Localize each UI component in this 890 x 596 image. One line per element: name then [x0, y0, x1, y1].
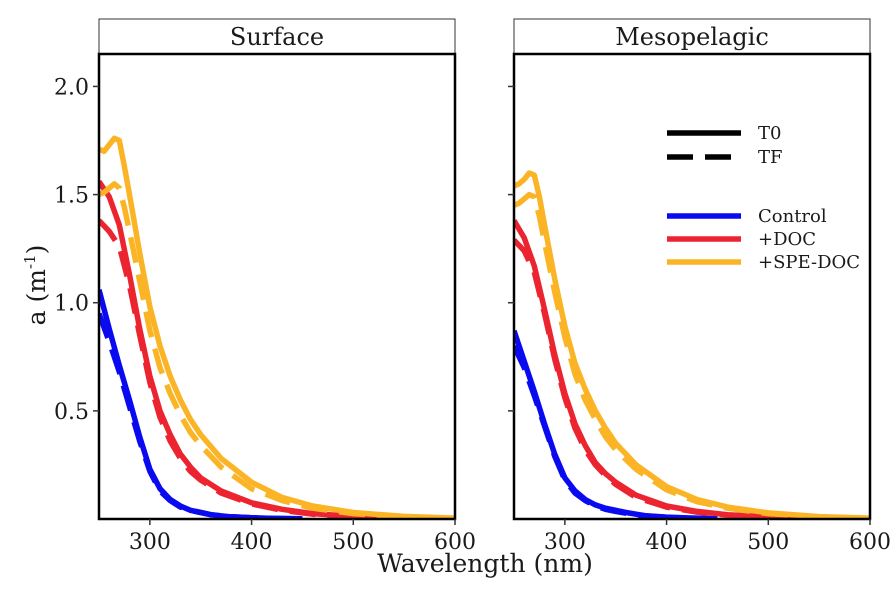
x-tick-label-surface-400: 400	[231, 530, 273, 555]
x-tick-label-mesopelagic-400: 400	[646, 530, 688, 555]
y-tick-label-1: 1.0	[54, 292, 89, 317]
series-mesopelagic-control-tf	[514, 344, 718, 519]
panel-title-surface: Surface	[230, 23, 324, 51]
x-tick-label-surface-300: 300	[129, 530, 171, 555]
y-tick-label-2: 1.5	[54, 184, 89, 209]
series-surface-control-tf	[99, 312, 303, 519]
series-group-mesopelagic	[514, 170, 870, 519]
series-surface-spe-doc-tf	[99, 181, 455, 519]
x-tick-label-surface-600: 600	[434, 530, 476, 555]
y-axis-title: a (m-1)	[21, 245, 51, 326]
series-mesopelagic-spe-doc-tf	[514, 191, 870, 519]
y-axis-title-close: )	[22, 245, 51, 255]
panel-mesopelagic: Mesopelagic 300 400 500 600	[508, 18, 890, 555]
series-mesopelagic-spe-doc-t0	[514, 170, 870, 519]
x-tick-label-surface-500: 500	[332, 530, 374, 555]
y-tick-label-0: 0.5	[54, 400, 89, 425]
series-surface-spe-doc-t0	[99, 135, 455, 519]
panel-surface: Surface 300 400 500 600 0.5 1.0 1.5 2.0	[54, 18, 476, 555]
panel-strip-mesopelagic	[513, 18, 871, 55]
panels-layer: Surface 300 400 500 600 0.5 1.0 1.5 2.0 Mesopelag…	[54, 18, 890, 555]
panel-title-mesopelagic: Mesopelagic	[615, 23, 769, 51]
panel-border-surface	[97, 52, 457, 521]
x-axis-title: Wavelength (nm)	[377, 549, 593, 578]
legend-label-tf: TF	[758, 147, 783, 168]
legend: T0 TF Control+DOC+SPE-DOC	[667, 123, 860, 273]
x-tick-label-mesopelagic-600: 600	[849, 530, 890, 555]
panel-strip-surface	[98, 18, 456, 55]
legend-label-doc: +DOC	[758, 229, 816, 250]
series-surface-doc-tf	[99, 218, 405, 519]
x-tick-label-mesopelagic-500: 500	[747, 530, 789, 555]
y-axis-title-superscript: -1	[21, 254, 39, 269]
y-tick-label-3: 2.0	[54, 75, 89, 100]
series-group-surface	[99, 135, 455, 519]
series-mesopelagic-doc-tf	[514, 238, 820, 519]
legend-label-spe-doc: +SPE-DOC	[758, 252, 860, 273]
legend-label-control: Control	[758, 206, 827, 227]
y-axis-title-main: a (m	[22, 269, 51, 326]
panel-border-mesopelagic	[512, 52, 872, 521]
legend-label-t0: T0	[758, 123, 781, 144]
x-tick-label-mesopelagic-300: 300	[544, 530, 586, 555]
